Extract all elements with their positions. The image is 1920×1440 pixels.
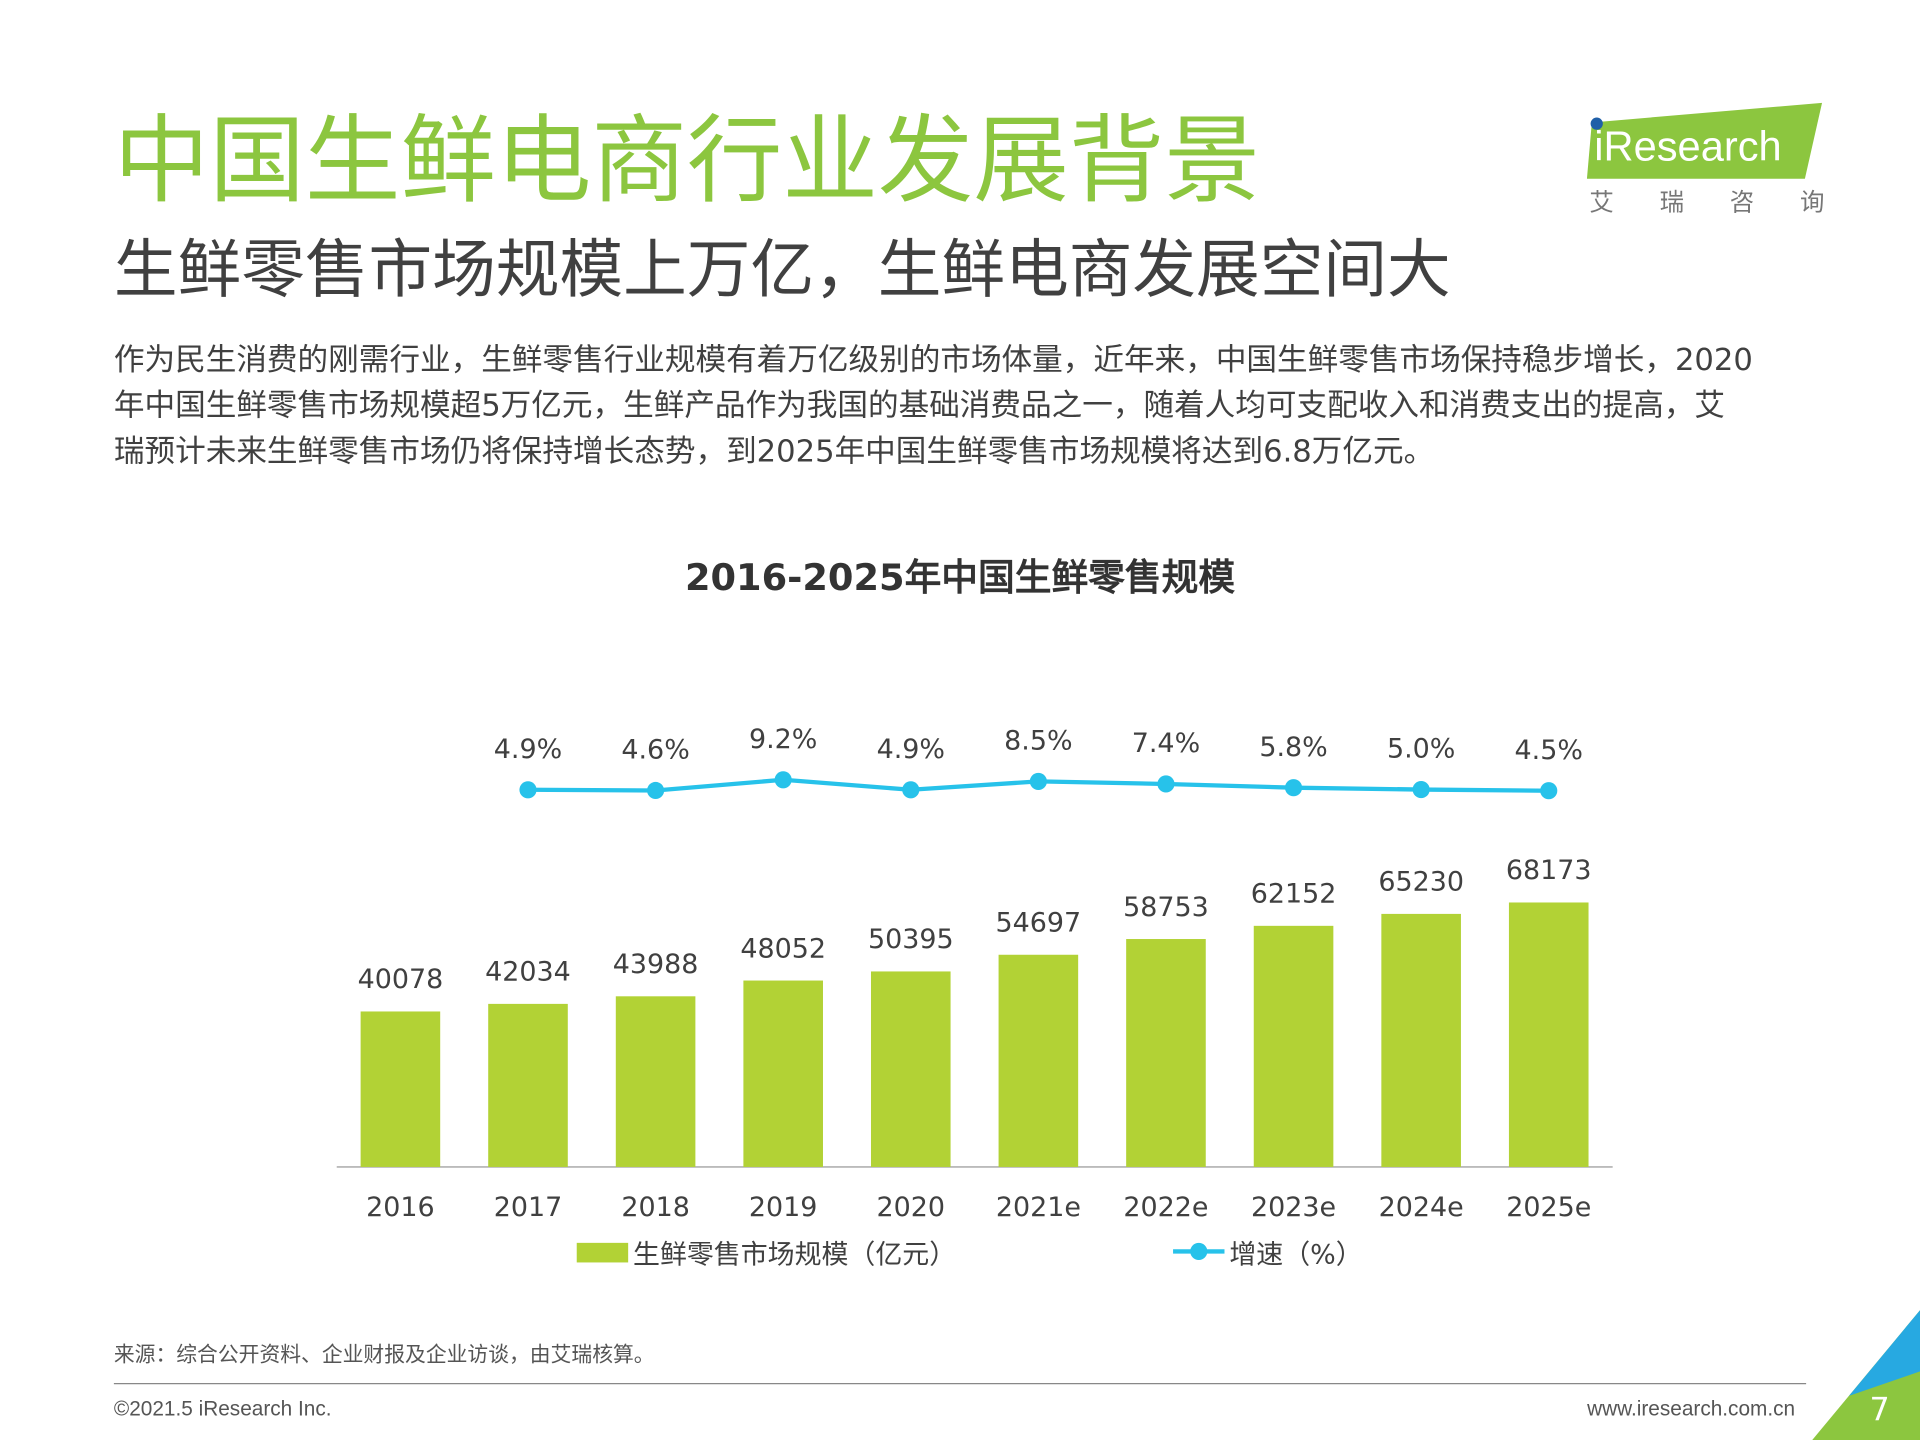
growth-point	[1412, 780, 1430, 799]
x-tick-label: 2022e	[1123, 1192, 1208, 1223]
bar	[1381, 913, 1461, 1167]
x-tick-label: 2017	[494, 1192, 563, 1223]
x-tick-label: 2020	[877, 1192, 946, 1223]
x-tick-label: 2016	[366, 1192, 435, 1223]
x-tick-label: 2019	[749, 1192, 818, 1223]
growth-point	[1540, 782, 1558, 800]
bar	[1253, 925, 1334, 1167]
bar	[743, 980, 823, 1167]
chart-title: 2016-2025年中国生鲜零售规模	[685, 556, 1235, 599]
x-tick-label: 2024e	[1379, 1192, 1464, 1223]
bar-label: 65230	[1378, 867, 1464, 898]
website: www.iresearch.com.cn	[1586, 1398, 1795, 1421]
bar-label: 58753	[1123, 892, 1209, 923]
bar	[870, 971, 951, 1167]
logo-name: iResearch	[1594, 122, 1781, 169]
bar-label: 43988	[613, 949, 699, 980]
x-tick-label: 2025e	[1506, 1192, 1591, 1223]
source: 来源：综合公开资料、企业财报及企业访谈，由艾瑞核算。	[114, 1343, 655, 1367]
growth-label: 4.9%	[877, 734, 945, 765]
bar-label: 40078	[358, 964, 444, 995]
page-number: 7	[1869, 1390, 1889, 1428]
chart: 2016 2017 2018 2019 2020 2021e 2022e 2023e 2024e…	[336, 724, 1613, 1271]
bar-label: 42034	[485, 957, 571, 988]
growth-point	[1157, 775, 1175, 793]
body-text: 作为民生消费的刚需行业，生鲜零售行业规模有着万亿级别的市场体量，近年来，中国生鲜…	[114, 343, 1753, 470]
logo-dot	[1590, 117, 1603, 130]
growth-label: 5.0%	[1387, 734, 1455, 765]
slide-title: 中国生鲜电商行业发展背景	[114, 104, 1260, 216]
legend-swatch-dot	[1190, 1242, 1208, 1260]
growth-label: 4.6%	[621, 735, 689, 766]
growth-point	[647, 781, 665, 800]
bar-label: 50395	[868, 924, 954, 955]
growth-label: 4.9%	[494, 734, 562, 765]
corner-blue	[1848, 1310, 1920, 1396]
legend-swatch	[576, 1242, 629, 1263]
legend-label: 生鲜零售市场规模（亿元）	[633, 1240, 956, 1271]
growth-label: 7.4%	[1132, 728, 1200, 759]
bar	[1508, 902, 1589, 1167]
slide-subtitle: 生鲜零售市场规模上万亿，生鲜电商发展空间大	[114, 233, 1451, 307]
x-tick-label: 2018	[621, 1192, 690, 1223]
body-line: 年中国生鲜零售市场规模超5万亿元，生鲜产品作为我国的基础消费品之一，随着人均可支…	[114, 389, 1725, 424]
bar-label: 68173	[1506, 855, 1592, 886]
bar	[615, 996, 696, 1167]
growth-point	[1284, 779, 1303, 797]
growth-point	[774, 771, 792, 789]
x-tick-label: 2023e	[1251, 1192, 1336, 1223]
growth-point	[1029, 772, 1047, 790]
bar	[360, 1011, 441, 1167]
logo-bg	[1586, 102, 1823, 179]
growth-label: 5.8%	[1259, 732, 1327, 763]
bar	[1126, 939, 1206, 1167]
legend-label: 增速（%）	[1229, 1240, 1362, 1271]
body-line: 瑞预计未来生鲜零售市场仍将保持增长态势，到2025年中国生鲜零售市场规模将达到6…	[114, 435, 1434, 470]
growth-point	[519, 781, 537, 799]
body-line: 作为民生消费的刚需行业，生鲜零售行业规模有着万亿级别的市场体量，近年来，中国生鲜…	[114, 343, 1753, 378]
logo-tagline: 艾 瑞 咨 询	[1589, 188, 1824, 217]
bar	[488, 1003, 568, 1167]
growth-label: 8.5%	[1004, 726, 1072, 757]
bar-label: 62152	[1251, 879, 1337, 910]
x-tick-label: 2021e	[996, 1192, 1081, 1223]
bar-label: 54697	[996, 907, 1082, 938]
growth-label: 9.2%	[749, 724, 817, 755]
bar	[998, 954, 1079, 1167]
copyright: ©2021.5 iResearch Inc.	[114, 1398, 332, 1421]
growth-label: 4.5%	[1515, 735, 1583, 766]
growth-point	[902, 781, 920, 799]
bar-label: 48052	[740, 933, 826, 964]
